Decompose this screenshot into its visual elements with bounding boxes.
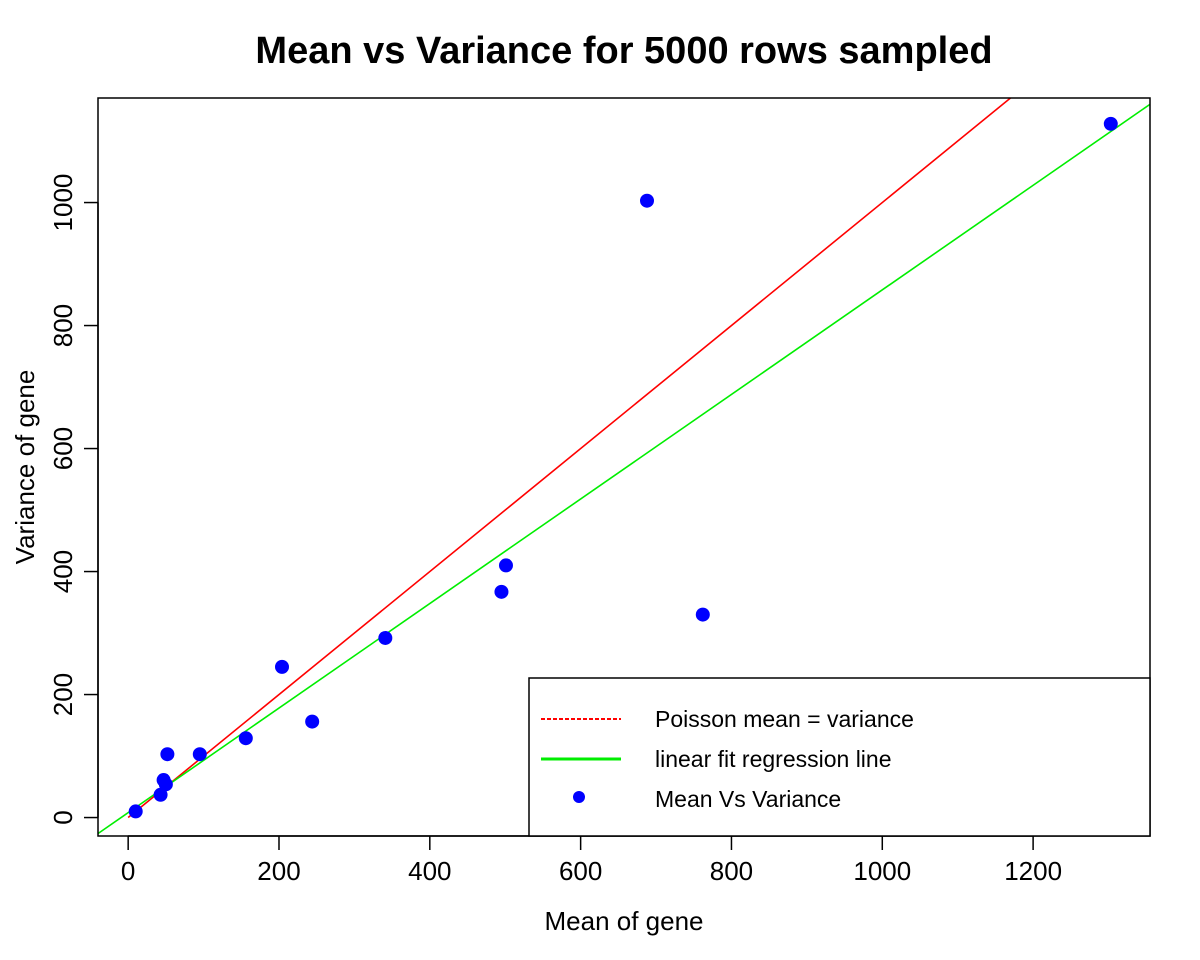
y-tick-label: 1000 (48, 174, 78, 232)
data-point (238, 731, 253, 746)
data-point (695, 607, 710, 622)
chart-title: Mean vs Variance for 5000 rows sampled (255, 30, 992, 72)
regression-line (98, 103, 1150, 835)
legend-swatch-points (573, 791, 585, 803)
lines-layer (98, 98, 1150, 835)
points-layer (128, 116, 1118, 819)
legend-box (528, 677, 1151, 837)
legend-label: Poisson mean = variance (655, 706, 914, 732)
x-tick-label: 0 (121, 856, 135, 886)
legend-label: linear fit regression line (655, 746, 892, 772)
y-tick-label: 400 (48, 550, 78, 593)
y-tick-label: 600 (48, 427, 78, 470)
data-point (275, 659, 290, 674)
y-tick-label: 800 (48, 304, 78, 347)
poisson-line (127, 98, 1012, 819)
legend: Poisson mean = variance linear fit regres… (528, 677, 1151, 837)
data-point (498, 558, 513, 573)
x-tick-label: 200 (257, 856, 300, 886)
legend-label: Mean Vs Variance (655, 786, 841, 812)
x-tick-label: 600 (559, 856, 602, 886)
data-point (305, 714, 320, 729)
x-tick-label: 1200 (1004, 856, 1062, 886)
y-tick-label: 200 (48, 673, 78, 716)
data-point (158, 777, 173, 792)
data-point (1103, 116, 1118, 131)
data-point (128, 804, 143, 819)
data-point (494, 584, 509, 599)
x-tick-label: 800 (710, 856, 753, 886)
y-axis-label: Variance of gene (10, 370, 40, 565)
data-point (160, 747, 175, 762)
x-axis: 0 200 400 600 800 1000 1200 (121, 835, 1062, 886)
x-tick-label: 400 (408, 856, 451, 886)
data-point (640, 193, 655, 208)
y-axis: 0 200 400 600 800 1000 (48, 174, 99, 825)
data-point (378, 630, 393, 645)
y-tick-label: 0 (48, 810, 78, 824)
data-point (192, 747, 207, 762)
x-axis-label: Mean of gene (544, 906, 703, 936)
data-point (153, 787, 168, 802)
x-tick-label: 1000 (853, 856, 911, 886)
